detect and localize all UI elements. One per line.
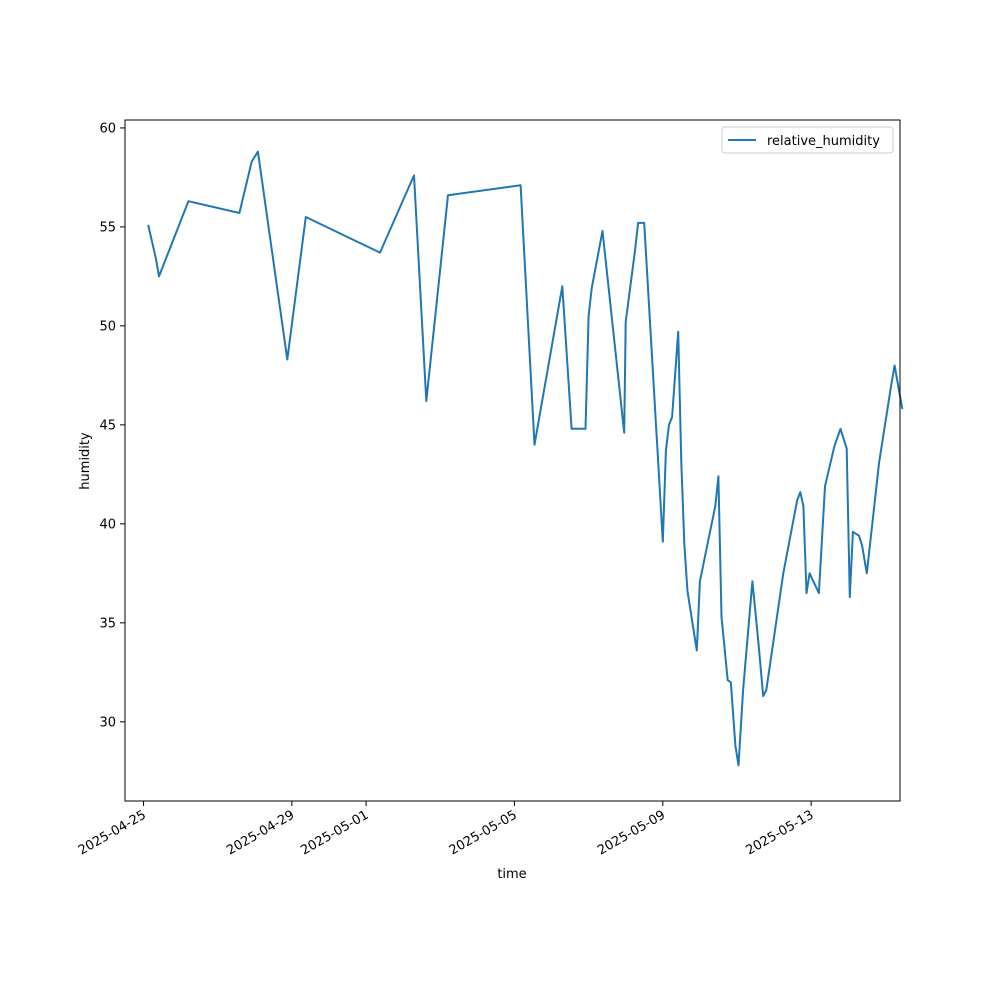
plot-frame bbox=[124, 119, 901, 802]
plot-area bbox=[125, 120, 900, 801]
series-layer bbox=[147, 150, 904, 767]
legend-label: relative_humidity bbox=[767, 134, 880, 149]
series-line-0 bbox=[147, 150, 904, 767]
legend: relative_humidity bbox=[721, 126, 894, 154]
legend-box bbox=[721, 126, 894, 154]
y-tick-label: 35 bbox=[99, 616, 116, 631]
y-tick-label: 55 bbox=[99, 220, 116, 235]
y-axis-label: humidity bbox=[78, 432, 93, 490]
y-tick-label: 40 bbox=[99, 517, 116, 532]
x-axis-label: time bbox=[497, 867, 526, 882]
y-axis: 30 35 40 45 50 55 60 bbox=[99, 121, 125, 730]
y-tick-label: 60 bbox=[99, 121, 116, 136]
y-tick-label: 30 bbox=[99, 715, 116, 730]
y-tick-label: 45 bbox=[99, 418, 116, 433]
y-tick-label: 50 bbox=[99, 319, 116, 334]
